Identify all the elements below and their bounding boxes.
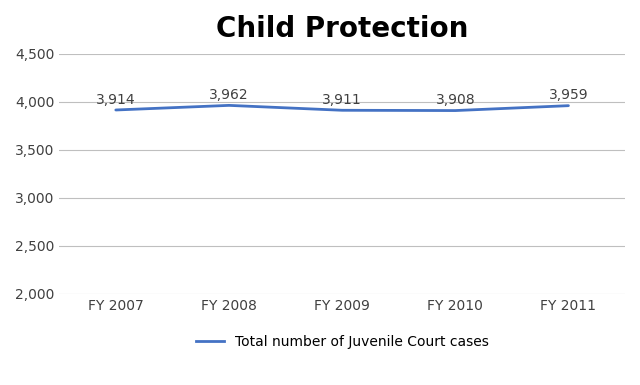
- Text: 3,962: 3,962: [209, 88, 249, 102]
- Text: 3,959: 3,959: [548, 88, 588, 102]
- Text: 3,914: 3,914: [96, 93, 136, 107]
- Legend: Total number of Juvenile Court cases: Total number of Juvenile Court cases: [190, 329, 494, 354]
- Title: Child Protection: Child Protection: [216, 15, 468, 43]
- Text: 3,911: 3,911: [323, 93, 362, 107]
- Text: 3,908: 3,908: [435, 93, 475, 107]
